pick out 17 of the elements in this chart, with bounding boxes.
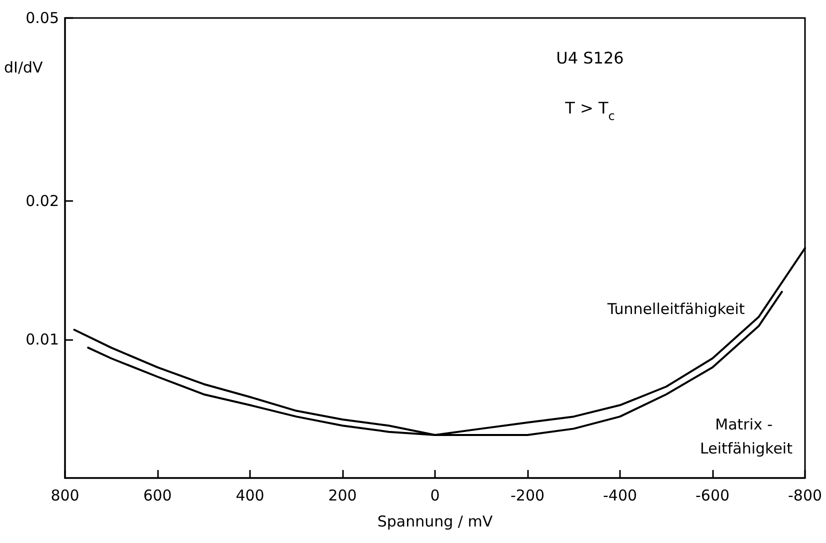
text: Matrix - Leitfähigkeit (700, 415, 793, 458)
x-tick-label: -600 (695, 486, 730, 504)
x-tick-label: 400 (236, 486, 264, 504)
x-tick-label: 800 (50, 486, 80, 504)
series-label: Tunnelleitfähigkeit (606, 300, 745, 318)
x-tick-label: -200 (510, 486, 545, 504)
y-axis-title: dI/dV (4, 58, 44, 76)
x-tick-label: 0 (430, 486, 440, 504)
y-tick-label: 0.05 (26, 9, 59, 27)
x-tick-label: 200 (328, 486, 357, 504)
y-tick-label: 0.02 (26, 192, 59, 210)
x-tick-label: -800 (788, 486, 822, 504)
annotation: U4 S126 (556, 48, 624, 68)
x-tick-label: 600 (143, 486, 172, 504)
x-tick-label: -400 (602, 486, 638, 504)
y-tick-label: 0.01 (26, 330, 59, 349)
x-axis-title: Spannung / mV (377, 512, 494, 530)
